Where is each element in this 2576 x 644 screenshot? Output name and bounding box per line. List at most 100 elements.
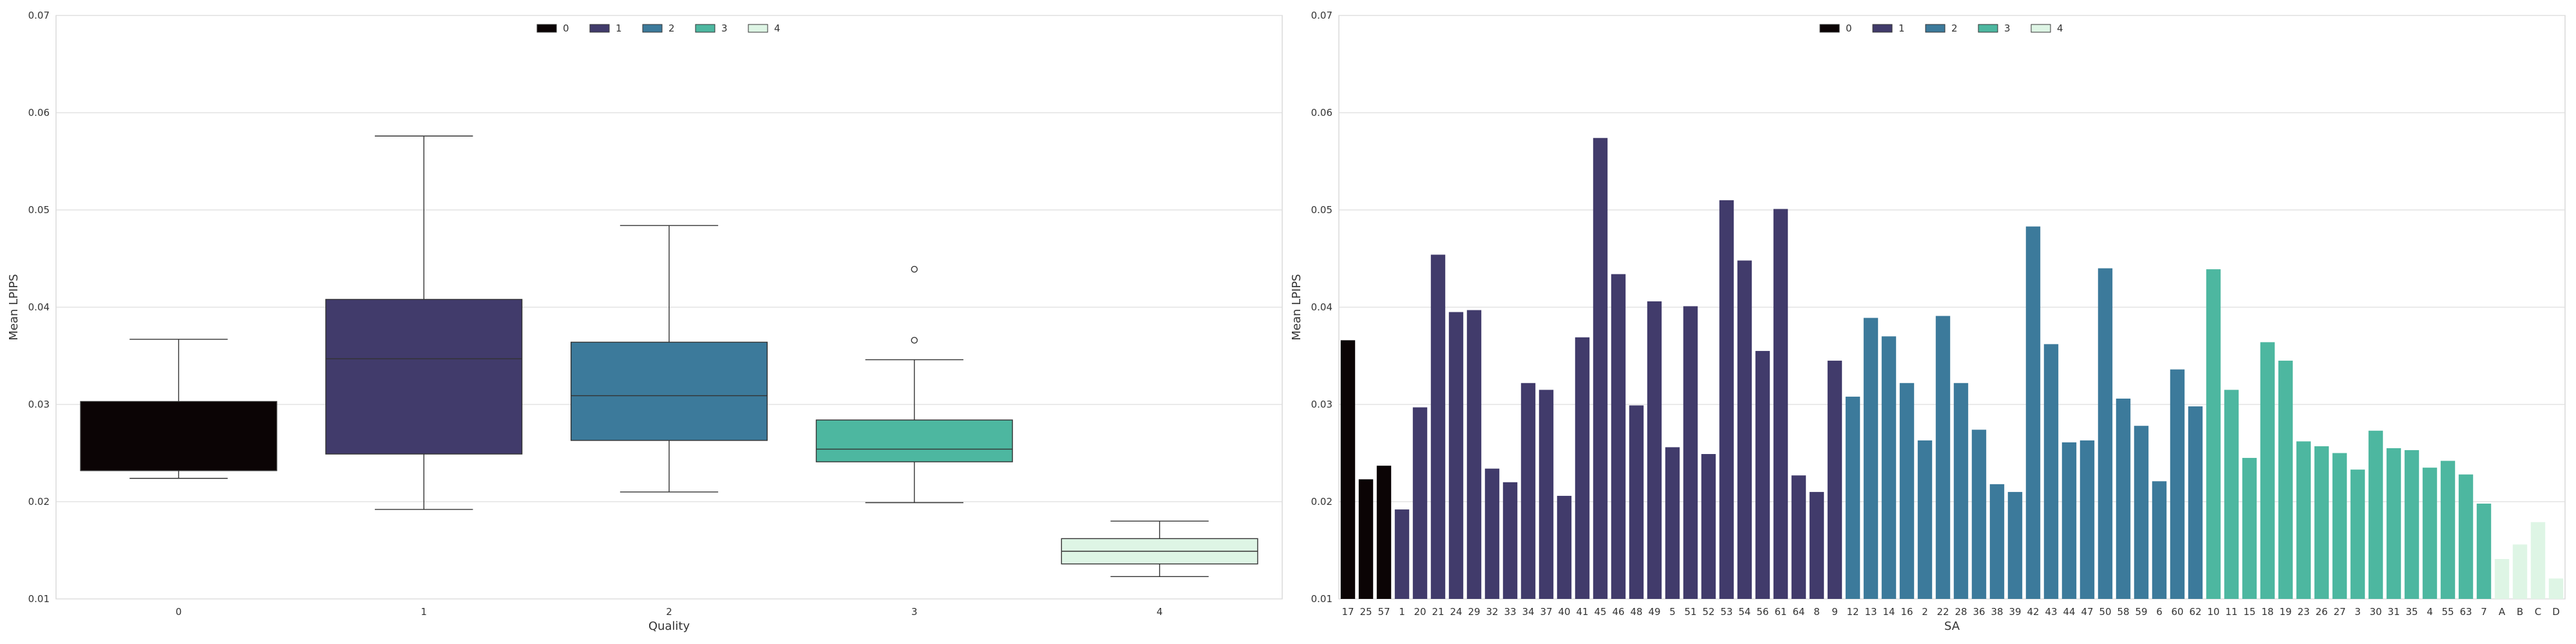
bar-A [2494, 559, 2510, 599]
bar-2 [1917, 440, 1933, 599]
box-plot-panel: 0.01 0.02 0.03 0.04 0.05 0.06 0.07 Quality Mean … [7, 10, 1283, 633]
x-axis-label: Quality [649, 620, 690, 633]
x-tick-label: 5 [1669, 606, 1676, 618]
bar-22 [1935, 316, 1951, 599]
y-tick-label: 0.03 [28, 399, 50, 410]
x-tick-label: 4 [1157, 606, 1163, 618]
x-tick-label: 49 [1648, 606, 1660, 618]
bar-41 [1575, 337, 1590, 599]
x-tick-label: 42 [2027, 606, 2039, 618]
bar-16 [1899, 383, 1915, 599]
legend-item-4: 4 [2031, 23, 2063, 34]
y-axis-label: Mean LPIPS [7, 274, 21, 340]
x-tick-label: 54 [1738, 606, 1750, 618]
outlier-point [911, 337, 918, 344]
y-tick-label: 0.01 [28, 593, 50, 605]
x-tick-label: 27 [2333, 606, 2345, 618]
x-tick-label: 14 [1882, 606, 1895, 618]
x-tick-label: 61 [1774, 606, 1786, 618]
box-body [325, 299, 523, 455]
y-tick-label: 0.02 [1311, 496, 1332, 507]
x-tick-label: 48 [1630, 606, 1642, 618]
x-tick-label: 47 [2081, 606, 2093, 618]
x-tick-label: 29 [1468, 606, 1480, 618]
bar-45 [1593, 138, 1608, 599]
bar-D [2548, 578, 2564, 599]
x-tick-label: 1 [421, 606, 427, 618]
x-tick-label: 2 [666, 606, 672, 618]
bar-57 [1376, 466, 1392, 599]
legend-label: 2 [668, 23, 675, 34]
bar-55 [2440, 460, 2456, 599]
x-tick-label: B [2517, 606, 2523, 618]
x-tick-label: 18 [2261, 606, 2273, 618]
x-tick-label: D [2552, 606, 2560, 618]
bar-51 [1683, 306, 1698, 599]
legend-label: 3 [721, 23, 728, 34]
bar-14 [1881, 336, 1897, 599]
bar-8 [1809, 491, 1824, 599]
x-tick-label: 3 [2354, 606, 2361, 618]
bar-39 [2007, 491, 2023, 599]
legend-swatch [1978, 24, 1998, 33]
x-tick-label: 3 [911, 606, 918, 618]
y-tick-label: 0.05 [28, 204, 50, 216]
bar-44 [2061, 442, 2077, 599]
x-tick-label: 4 [2427, 606, 2433, 618]
legend-swatch [589, 24, 610, 33]
bar-18 [2260, 342, 2275, 599]
x-tick-label: 57 [1378, 606, 1390, 618]
bar-6 [2152, 481, 2167, 599]
box-0 [80, 339, 278, 479]
x-tick-label: 11 [2225, 606, 2237, 618]
x-tick-label: A [2499, 606, 2506, 618]
bar-52 [1701, 454, 1716, 599]
legend: 0 1 2 3 4 [1819, 23, 2063, 34]
x-tick-label: 33 [1504, 606, 1516, 618]
bar-26 [2314, 446, 2329, 599]
x-tick-label: 53 [1720, 606, 1732, 618]
bar-34 [1520, 383, 1536, 599]
x-tick-label: 0 [176, 606, 182, 618]
bar-59 [2134, 426, 2149, 599]
bar-46 [1611, 274, 1626, 599]
bar-11 [2224, 390, 2239, 599]
bar-20 [1412, 407, 1428, 599]
bar-chart-panel: 0.01 0.02 0.03 0.04 0.05 0.06 0.07 SA Mean LPIPS… [1290, 10, 2566, 633]
legend-item-4: 4 [748, 23, 781, 34]
legend-item-2: 2 [642, 23, 675, 34]
y-axis-label: Mean LPIPS [1290, 274, 1303, 340]
box-4 [1061, 520, 1258, 577]
y-tick-label: 0.07 [28, 10, 50, 21]
outlier-point [911, 265, 918, 273]
bar-B [2512, 544, 2528, 599]
x-tick-label: 12 [1846, 606, 1859, 618]
bar-49 [1647, 301, 1662, 599]
bar-10 [2206, 269, 2221, 599]
bar-38 [1989, 484, 2005, 599]
y-tick-label: 0.06 [1311, 107, 1332, 118]
x-tick-label: 6 [2156, 606, 2163, 618]
x-tick-label: 31 [2387, 606, 2400, 618]
y-tick-label: 0.03 [1311, 399, 1332, 410]
x-tick-label: C [2535, 606, 2541, 618]
bar-42 [2025, 226, 2041, 599]
x-tick-label: 24 [1450, 606, 1462, 618]
bar-30 [2368, 430, 2383, 599]
legend-label: 1 [1899, 23, 1905, 34]
x-tick-label: 64 [1792, 606, 1804, 618]
x-tick-label: 55 [2441, 606, 2454, 618]
bar-C [2530, 522, 2546, 599]
legend-item-2: 2 [1925, 23, 1958, 34]
legend-swatch [536, 24, 557, 33]
x-tick-label: 39 [2009, 606, 2021, 618]
bar-62 [2188, 406, 2203, 599]
box-body [80, 401, 278, 471]
x-tick-label: 25 [1359, 606, 1372, 618]
bar-29 [1466, 310, 1482, 599]
y-tick-label: 0.07 [1311, 10, 1332, 21]
x-tick-label: 1 [1399, 606, 1405, 618]
x-tick-label: 51 [1684, 606, 1696, 618]
legend-swatch [1819, 24, 1840, 33]
